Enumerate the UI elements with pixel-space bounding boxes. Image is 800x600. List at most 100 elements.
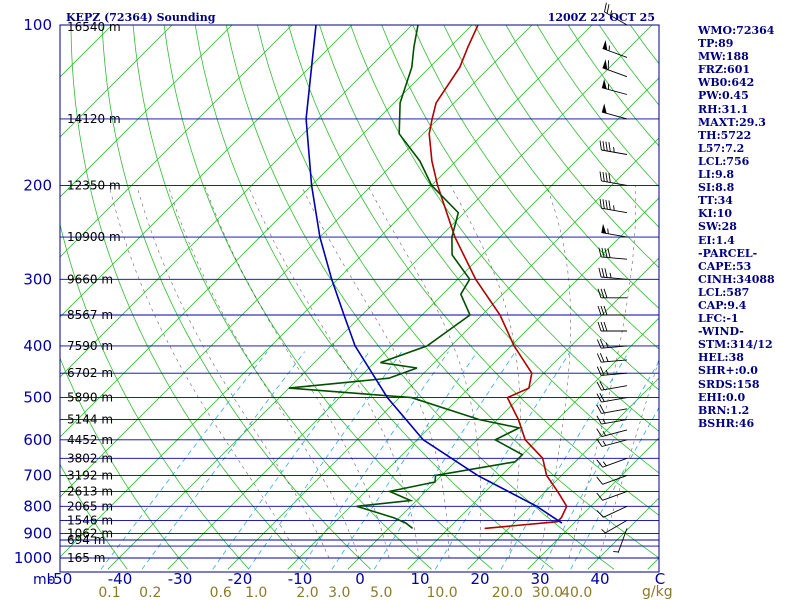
mixing-ratio-label: 3.0 <box>328 585 350 600</box>
stat-line: EHI:0.0 <box>698 390 746 404</box>
pressure-axis-unit: mb <box>33 572 56 588</box>
wind-barb <box>596 353 628 363</box>
dry-adiabat-line <box>60 357 189 570</box>
chart-datetime: 1200Z 22 OCT 25 <box>548 11 655 24</box>
height-label: 1062 m <box>67 527 113 541</box>
mixing-ratio-label: 2.0 <box>296 585 318 600</box>
stat-line: WMO:72364 <box>698 24 775 37</box>
temperature-tick-label: 30 <box>530 570 549 588</box>
dry-adiabat-line <box>412 25 659 350</box>
mixing-ratio-line <box>100 351 268 570</box>
height-label: 165 m <box>67 551 105 565</box>
wind-barb <box>598 247 628 260</box>
wind-barb <box>596 474 628 485</box>
wind-barb <box>596 392 628 403</box>
dewpoint-line <box>288 25 524 530</box>
wind-barb <box>599 171 628 186</box>
wind-barb <box>596 339 628 349</box>
stat-line: WB0:642 <box>698 76 755 90</box>
temperature-tick-label: -10 <box>288 570 313 588</box>
mixing-ratio-line <box>434 351 571 570</box>
dry-adiabat-line <box>443 25 659 309</box>
dry-adiabat-line <box>194 25 554 570</box>
dry-adiabat-line <box>163 25 493 570</box>
wind-barb <box>596 505 628 518</box>
pressure-tick-label: 800 <box>23 497 52 515</box>
mixing-ratio-line <box>540 360 659 570</box>
stat-line: LCL:587 <box>698 285 750 299</box>
wind-barb <box>597 288 627 299</box>
isobars <box>60 25 659 559</box>
height-label: 12350 m <box>67 178 121 192</box>
stat-line: -WIND- <box>698 325 744 339</box>
isotherm-line <box>467 377 659 570</box>
mixing-ratio-label: 40.0 <box>561 585 592 600</box>
stat-line: LFC:-1 <box>698 312 739 326</box>
pressure-tick-label: 600 <box>23 431 52 449</box>
stat-line: FRZ:601 <box>698 63 751 77</box>
height-label: 2613 m <box>67 484 113 498</box>
pressure-tick-label: 300 <box>23 270 52 288</box>
height-label: 3192 m <box>67 468 113 482</box>
stat-line: -PARCEL- <box>698 246 758 260</box>
dry-adiabat-line <box>101 25 371 570</box>
isotherm-line <box>0 13 4 569</box>
height-label: 4452 m <box>67 433 113 447</box>
mixing-ratio-line <box>141 351 306 570</box>
isotherm-line <box>60 25 233 198</box>
temperature-tick-label: -20 <box>228 570 253 588</box>
isotherm-line <box>60 25 413 378</box>
height-label: 694 m <box>67 533 105 547</box>
mixing-ratio-line <box>500 351 630 570</box>
dry-adiabat-line <box>60 463 128 570</box>
temperature-tick-label: 0 <box>355 570 365 588</box>
pressure-tick-label: 1000 <box>14 549 52 567</box>
mixing-ratio-label: 0.1 <box>98 585 120 600</box>
height-label: 14120 m <box>67 112 121 126</box>
wind-barb <box>596 428 628 438</box>
pressure-tick-label: 500 <box>23 389 52 407</box>
mixing-ratio-line <box>331 351 478 570</box>
stat-line: EI:1.4 <box>698 233 735 247</box>
stat-line: BSHR:46 <box>698 416 755 430</box>
wind-barb <box>597 321 627 332</box>
stat-line: LCL:756 <box>698 154 750 168</box>
wind-barb <box>601 520 628 534</box>
stat-line: MW:188 <box>698 50 749 64</box>
dry-adiabat-line <box>319 25 659 474</box>
height-label: 6702 m <box>67 366 113 380</box>
wind-barb <box>597 305 627 316</box>
temperature-line <box>428 25 568 530</box>
dry-adiabat-line <box>132 25 432 570</box>
dry-adiabat-line <box>350 25 659 432</box>
mixing-ratio-label: 10.0 <box>427 585 458 600</box>
wind-barb <box>598 267 628 280</box>
pressure-tick-label: 200 <box>23 176 52 194</box>
stat-line: KI:10 <box>698 207 733 221</box>
stat-line: SI:8.8 <box>698 181 735 195</box>
wind-barb <box>599 198 628 214</box>
wind-barb <box>596 457 628 468</box>
isotherm-line <box>107 25 653 570</box>
stat-line: BRN:1.2 <box>698 403 750 417</box>
isotherm-line <box>60 25 533 498</box>
wind-barb <box>596 438 628 447</box>
isotherm-line <box>287 197 659 570</box>
mixing-ratio-label: 5.0 <box>370 585 392 600</box>
stat-line: MAXT:29.3 <box>698 115 766 129</box>
moist-adiabat-line <box>598 358 659 559</box>
dry-adiabat-line <box>474 25 659 269</box>
stat-line: CAPE:53 <box>698 259 752 273</box>
temperature-tick-label: 10 <box>410 570 429 588</box>
height-label: 16540 m <box>67 20 121 34</box>
isotherm-line <box>60 25 593 558</box>
stat-line: SW:28 <box>698 220 737 234</box>
temperature-tick-label: 40 <box>590 570 609 588</box>
wind-barb <box>596 366 628 376</box>
stat-line: LI:9.8 <box>698 168 735 182</box>
wind-barb <box>601 223 628 238</box>
wind-barb <box>596 404 628 414</box>
mixing-ratio-line <box>212 351 370 570</box>
stat-line: SRDS:158 <box>698 377 760 391</box>
